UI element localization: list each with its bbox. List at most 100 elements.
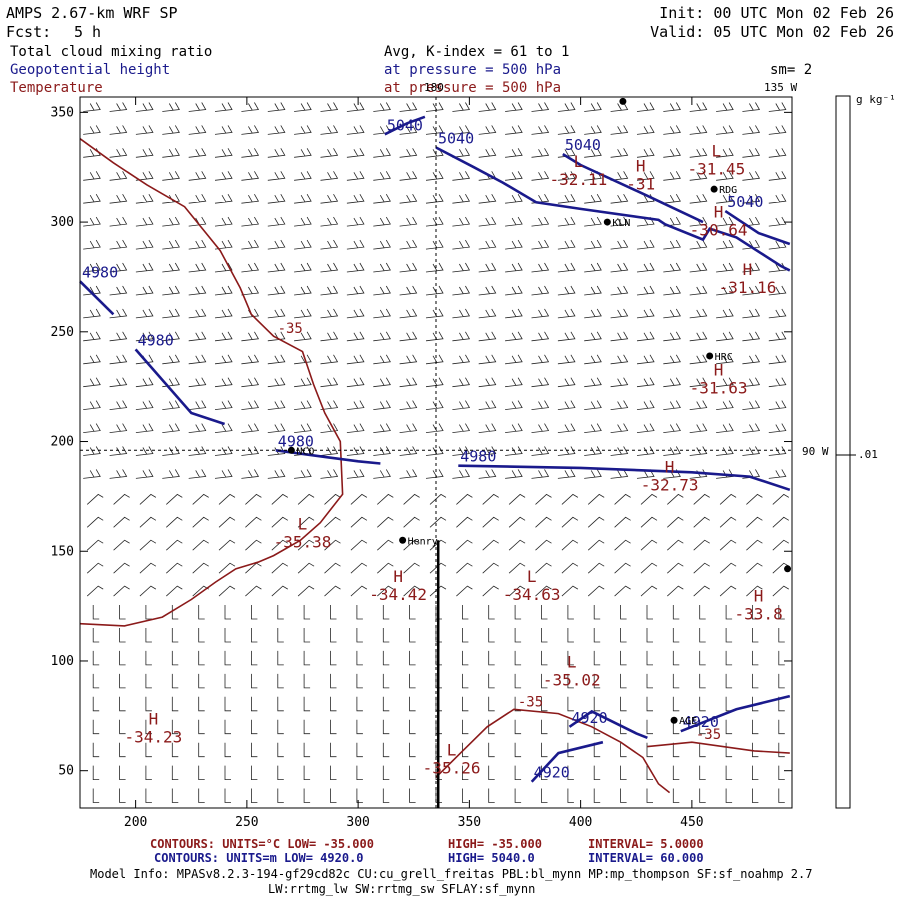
x-tick-label: 250 — [235, 815, 258, 830]
height-contour-label: 5040 — [565, 136, 601, 154]
y-tick-label: 250 — [51, 325, 74, 340]
x-tick-label: 200 — [124, 815, 147, 830]
station-label: KLN — [612, 218, 630, 229]
height-contour-label: 4980 — [278, 432, 314, 450]
station-marker — [399, 536, 407, 544]
hl-letter: H — [149, 710, 159, 729]
height-contour-label: 4920 — [572, 709, 608, 727]
hl-value: -32.73 — [641, 475, 699, 494]
highs-lows-layer: L-32.11H-31L-31.45H-30.64H-31.16H-31.63H… — [125, 141, 783, 777]
x-tick-label: 400 — [569, 815, 592, 830]
header-model: AMPS 2.67-km WRF SP — [6, 4, 178, 22]
height-contour-0 — [435, 146, 791, 272]
y-tick-label: 100 — [51, 654, 74, 669]
hl-value: -35.38 — [274, 532, 332, 551]
stations-layer: KLN RDG HRC NCO Henry AGE — [287, 97, 792, 727]
axes: 200 250 300 350 400 450 50 100 150 200 250 300 350 — [51, 96, 793, 830]
header-smoothing: sm= 2 — [770, 62, 812, 78]
hl-value: -31.45 — [687, 159, 745, 178]
hl-letter: H — [743, 260, 753, 279]
height-contour-10 — [530, 740, 604, 783]
hl-letter: L — [567, 653, 577, 672]
x-tick-label: 350 — [458, 815, 481, 830]
x-tick-label: 300 — [346, 815, 369, 830]
footer-temp-contours: CONTOURS: UNITS=°C LOW= -35.000 — [150, 837, 374, 851]
footer-model-info: Model Info: MPASv8.2.3-194-gf29cd82c CU:… — [90, 867, 812, 881]
temperature-contour-label: -35 — [696, 727, 721, 743]
hl-letter: H — [636, 157, 646, 176]
temperature-contour-2 — [435, 708, 671, 794]
temperature-contour-label: -35 — [278, 321, 303, 337]
wind-barbs — [83, 102, 790, 803]
colorbar: g kg⁻¹ .01 — [835, 93, 896, 809]
hl-value: -34.23 — [125, 728, 183, 747]
hl-letter: H — [393, 567, 403, 586]
height-contour-9 — [680, 694, 791, 733]
y-tick-label: 200 — [51, 435, 74, 450]
height-contour-6 — [275, 449, 381, 465]
meridian-90w-label: 90 W — [802, 445, 829, 458]
temperature-contour-label: -35 — [518, 694, 543, 710]
height-contour-label: 4980 — [460, 448, 496, 466]
station-label: AGE — [679, 716, 697, 727]
station-label: HRC — [715, 352, 733, 363]
header-init: Init: 00 UTC Mon 02 Feb 26 — [659, 4, 894, 22]
height-contour-2 — [562, 152, 704, 224]
header-field-cloud: Total cloud mixing ratio — [10, 44, 212, 60]
colorbar-tick-label: .01 — [858, 448, 878, 461]
hl-letter: H — [665, 457, 675, 476]
height-contour-8 — [568, 709, 648, 740]
station-marker — [706, 352, 714, 360]
y-tick-label: 350 — [51, 105, 74, 120]
x-tick-label: 450 — [680, 815, 703, 830]
height-contour-5 — [134, 348, 226, 426]
y-tick-label: 300 — [51, 215, 74, 230]
height-contour-label: 4920 — [683, 713, 719, 731]
footer: CONTOURS: UNITS=°C LOW= -35.000 HIGH= -3… — [90, 837, 812, 896]
height-contour-4 — [79, 280, 115, 316]
height-contour-label: 4920 — [534, 764, 570, 782]
hl-letter: H — [714, 361, 724, 380]
hl-value: -32.11 — [550, 170, 608, 189]
hl-value: -30.64 — [690, 221, 748, 240]
meridian-135w-label: 135 W — [764, 81, 797, 94]
temperature-contour-1 — [647, 741, 790, 754]
height-contour-3 — [724, 210, 791, 246]
station-label: RDG — [719, 185, 737, 196]
hl-letter: H — [754, 587, 764, 606]
hl-value: -34.63 — [503, 585, 561, 604]
hl-value: -35.02 — [543, 671, 601, 690]
colorbar-unit: g kg⁻¹ — [856, 93, 896, 106]
station-marker — [670, 716, 678, 724]
temperature-contours: -35 -35 -35 — [79, 138, 790, 794]
height-contour-label: 4980 — [82, 263, 118, 281]
station-marker — [710, 185, 718, 193]
hl-value: -31.63 — [690, 379, 748, 398]
header-pressure-height: at pressure = 500 hPa — [384, 62, 561, 78]
station-label: Henry — [408, 536, 438, 547]
height-contour-label: 5040 — [438, 129, 474, 147]
station-marker — [784, 565, 792, 573]
station-marker — [619, 97, 627, 105]
reference-lines — [80, 97, 792, 808]
hl-letter: L — [447, 740, 457, 759]
height-contour-1 — [384, 115, 426, 136]
footer-hgt-high: HIGH= 5040.0 — [448, 851, 535, 865]
y-tick-label: 150 — [51, 544, 74, 559]
y-tick-label: 50 — [58, 764, 74, 779]
station-label: NCO — [296, 446, 314, 457]
colorbar-box — [835, 95, 851, 809]
height-contour-label: 5040 — [727, 193, 763, 211]
plot-frame — [79, 96, 793, 809]
hl-letter: L — [574, 152, 584, 171]
height-contours: 5040 5040 5040 5040 4980 4980 4980 4980 4920 4920… — [79, 115, 791, 783]
temperature-contour-0 — [79, 138, 344, 627]
header-avg-kindex: Avg, K-index = 61 to 1 — [384, 44, 569, 60]
header-fcst-label: Fcst: — [6, 23, 51, 41]
hl-value: -33.8 — [735, 605, 783, 624]
footer-temp-high: HIGH= -35.000 — [448, 837, 542, 851]
height-contour-7 — [458, 464, 791, 492]
wind-barbs-layer — [83, 102, 790, 803]
hl-value: -31 — [626, 175, 655, 194]
